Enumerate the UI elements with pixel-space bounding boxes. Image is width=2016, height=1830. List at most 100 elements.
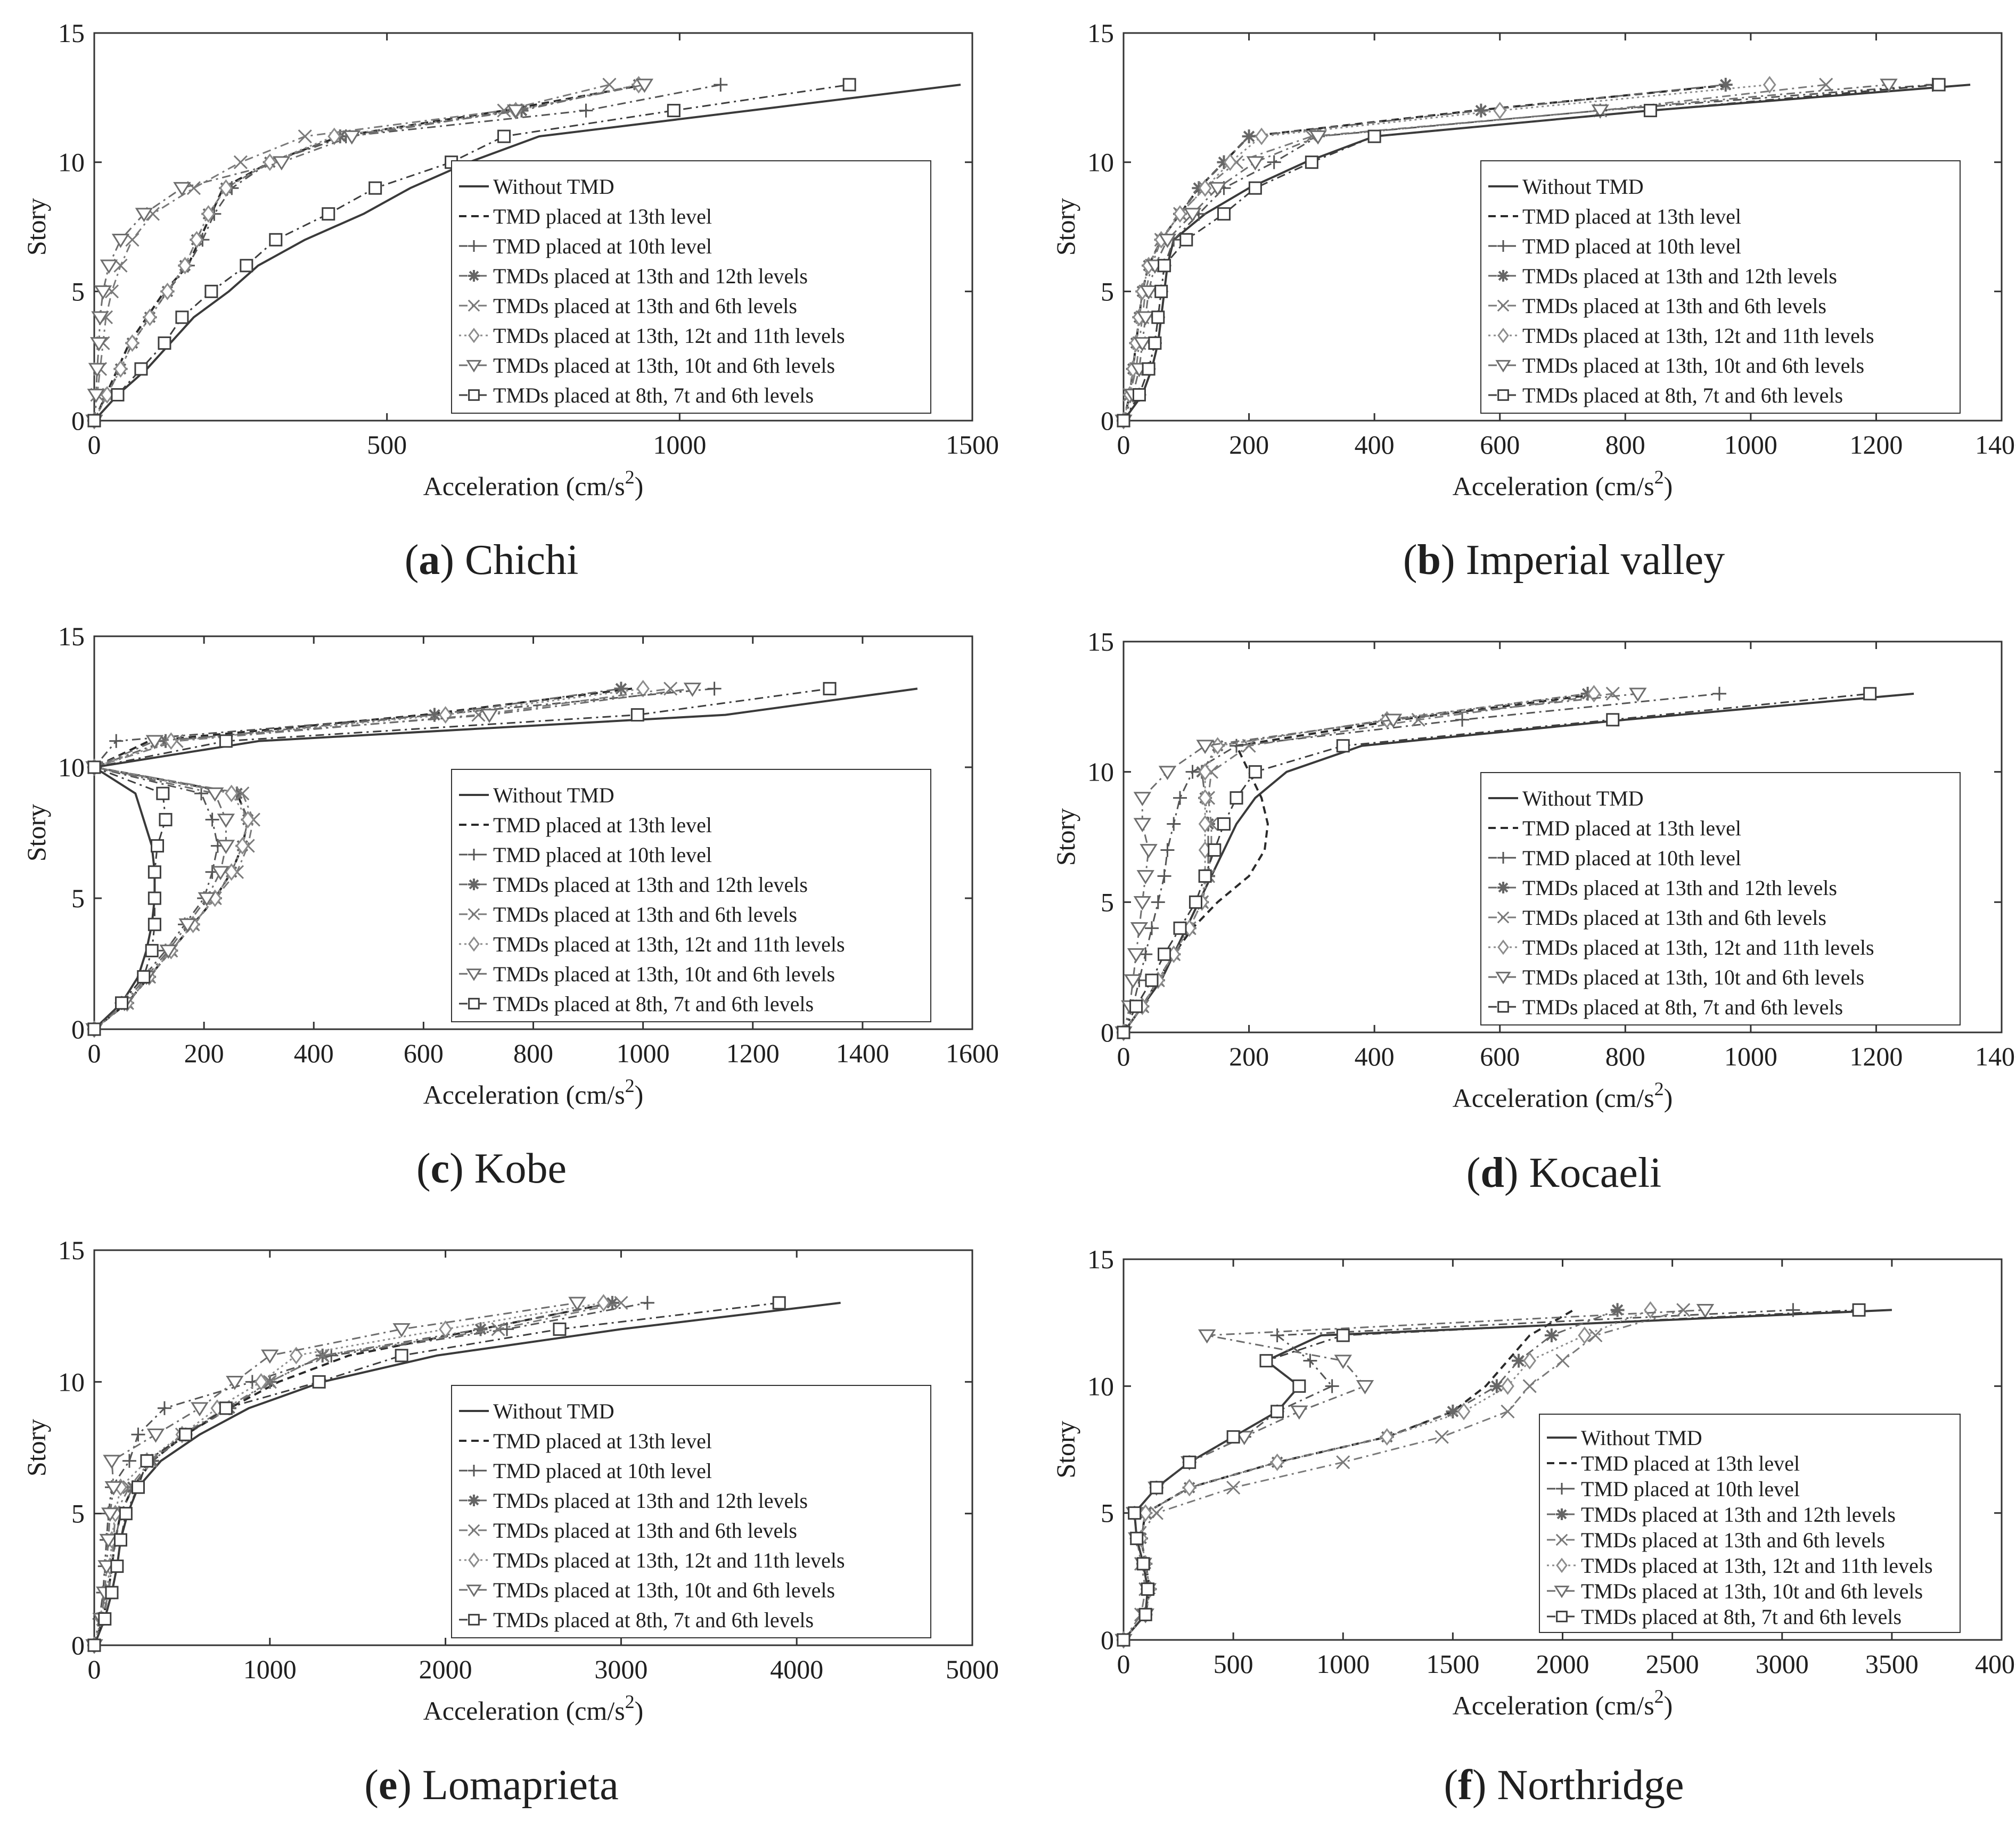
data-point-tmd8_7_6 (823, 682, 837, 695)
data-point-tmd8_7_6 (1132, 388, 1146, 401)
data-point-tmd8_7_6 (119, 1507, 133, 1521)
data-point-tmd13_10_6 (568, 1296, 586, 1311)
x-tick-label: 0 (1117, 430, 1130, 459)
y-axis-label: Story (1051, 808, 1080, 866)
caption-letter: c (431, 1145, 450, 1192)
x-axis-label: Acceleration (cm/s2) (1453, 466, 1673, 501)
data-point-tmd13_12_11 (289, 1347, 303, 1365)
data-point-tmd13_12_11 (439, 706, 452, 724)
y-tick-label: 15 (1087, 18, 1114, 48)
data-point-tmd10 (157, 1401, 171, 1415)
data-point-tmd10 (1325, 1379, 1339, 1393)
data-point-tmd13_10_6 (1235, 1431, 1253, 1446)
data-point-tmd13_10_6 (480, 709, 498, 724)
x-tick-label: 200 (1229, 430, 1269, 459)
x-tick-label: 1600 (946, 1038, 999, 1068)
legend-label: TMD placed at 13th level (493, 204, 712, 228)
series-tmd8_7_6 (1117, 1303, 1866, 1647)
data-point-tmd13_10_6 (111, 233, 130, 248)
data-point-tmd13_10_6 (1384, 713, 1403, 728)
legend-label: TMDs placed at 13th, 12t and 11th levels (493, 932, 845, 956)
legend-label: TMDs placed at 13th and 12th levels (1522, 264, 1837, 288)
data-point-tmd13_10_6 (261, 1349, 279, 1364)
data-point-tmd8_7_6 (553, 1322, 567, 1336)
data-point-tmd13_10_6 (1140, 844, 1158, 858)
legend-marker (1555, 1508, 1568, 1521)
data-point-tmd8_7_6 (1259, 1354, 1273, 1368)
caption-close: ) (1441, 537, 1466, 584)
data-point-tmd13_12 (1474, 103, 1488, 118)
data-point-tmd13_6 (1555, 1353, 1570, 1368)
y-axis-label: Story (21, 804, 51, 861)
caption-text: Kocaeli (1529, 1150, 1662, 1196)
legend-label: TMDs placed at 13th and 12th levels (493, 1489, 808, 1513)
data-point-tmd13_6 (1226, 1480, 1241, 1495)
legend-marker (1556, 1557, 1568, 1573)
x-tick-label: 400 (1355, 430, 1395, 459)
data-point-tmd13_10_6 (90, 337, 108, 351)
data-point-tmd8_7_6 (131, 1480, 145, 1494)
caption-open: ( (1444, 1762, 1458, 1809)
data-point-tmd13_12 (1242, 129, 1256, 144)
data-point-tmd8_7_6 (1136, 1557, 1150, 1571)
legend-label: TMDs placed at 13th and 12th levels (1581, 1503, 1896, 1527)
caption-close: ) (1472, 1762, 1497, 1809)
data-point-tmd13_6 (1411, 712, 1425, 727)
data-point-tmd13_12_11 (1763, 76, 1776, 94)
data-point-tmd13_6 (1522, 1379, 1537, 1393)
legend-label: TMDs placed at 13th, 10t and 6th levels (1522, 965, 1864, 989)
x-axis-label: Acceleration (cm/s2) (423, 1691, 644, 1726)
y-tick-label: 0 (71, 1014, 85, 1044)
data-point-tmd13_12_11 (1578, 1326, 1592, 1344)
data-point-tmd13_6 (263, 1375, 277, 1389)
data-point-tmd8_7_6 (219, 1401, 233, 1415)
data-point-tmd8_7_6 (1292, 1379, 1306, 1393)
panel-caption: (f) Northridge (1444, 1762, 1684, 1809)
data-point-tmd8_7_6 (1179, 233, 1193, 247)
data-point-tmd13_10_6 (191, 1402, 209, 1417)
legend-marker (466, 360, 482, 373)
y-tick-label: 15 (1087, 1244, 1114, 1274)
x-axis-label-main: Acceleration (cm/s (1453, 1691, 1654, 1720)
data-point-tmd8_7_6 (147, 891, 161, 905)
data-point-tmd13_12_11 (1198, 179, 1212, 197)
x-axis-label: Acceleration (cm/s2) (1453, 1078, 1673, 1113)
caption-close: ) (1504, 1150, 1529, 1196)
data-point-tmd8_7_6 (1217, 817, 1231, 831)
data-point-tmd13_12_11 (1380, 1428, 1394, 1446)
data-point-tmd8_7_6 (156, 786, 170, 800)
data-point-tmd13_12 (1446, 1405, 1460, 1418)
data-point-tmd8_7_6 (368, 181, 382, 195)
data-point-tmd10 (1157, 869, 1171, 883)
legend-label: TMD placed at 10th level (1522, 846, 1741, 870)
legend-label: TMD placed at 10th level (1581, 1477, 1800, 1501)
y-tick-label: 10 (58, 752, 85, 782)
data-point-tmd10 (1303, 1353, 1317, 1368)
data-point-tmd8_7_6 (1117, 1633, 1130, 1647)
data-point-tmd13_10_6 (226, 1376, 244, 1390)
data-point-tmd10 (122, 1454, 136, 1468)
data-point-tmd13_10_6 (198, 892, 216, 907)
series-line-tmd13_10_6 (1122, 693, 1638, 1033)
legend-label: TMDs placed at 13th, 12t and 11th levels (1522, 935, 1874, 959)
series-line-tmd8_7_6 (93, 84, 850, 422)
data-point-tmd13_6 (1435, 1430, 1449, 1444)
data-point-tmd8_7_6 (1154, 284, 1168, 298)
data-point-tmd13_10_6 (273, 156, 291, 171)
y-tick-label: 5 (1101, 887, 1114, 917)
x-axis-label-superscript: 2 (1654, 1686, 1664, 1707)
legend-label: TMDs placed at 13th, 12t and 11th levels (493, 324, 845, 348)
x-tick-label: 1000 (1316, 1649, 1370, 1679)
legend: Without TMD TMD placed at 13th level TMD p… (1480, 772, 1961, 1025)
data-point-tmd13_10_6 (206, 787, 224, 802)
data-point-tmd8_7_6 (1150, 1481, 1163, 1495)
data-point-tmd13_10_6 (1196, 740, 1214, 754)
data-point-tmd8_7_6 (158, 336, 171, 350)
data-point-tmd10 (1455, 712, 1470, 727)
caption-letter: a (419, 537, 440, 584)
data-point-tmd8_7_6 (1643, 104, 1657, 118)
y-axis-label: Story (21, 198, 51, 256)
caption-open: ( (1466, 1150, 1481, 1196)
data-point-tmd13_12 (605, 1295, 619, 1310)
legend-label: TMDs placed at 13th and 12th levels (1522, 876, 1837, 900)
